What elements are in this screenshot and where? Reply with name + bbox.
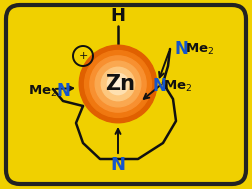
Text: Me$_2$: Me$_2$ (185, 41, 214, 57)
Text: N: N (56, 82, 70, 100)
Text: Me$_2$: Me$_2$ (163, 78, 192, 94)
Text: +: + (78, 51, 88, 61)
Circle shape (79, 45, 157, 123)
FancyBboxPatch shape (6, 5, 246, 184)
Circle shape (90, 56, 146, 112)
Circle shape (101, 67, 135, 101)
Text: Me$_2$: Me$_2$ (28, 84, 57, 98)
Circle shape (107, 73, 129, 95)
Text: N: N (175, 40, 189, 58)
Circle shape (95, 61, 141, 107)
Text: N: N (110, 156, 125, 174)
Text: H: H (110, 7, 125, 25)
Text: N: N (153, 77, 167, 95)
Circle shape (113, 79, 123, 89)
Circle shape (85, 51, 151, 117)
Text: Zn: Zn (105, 74, 135, 94)
